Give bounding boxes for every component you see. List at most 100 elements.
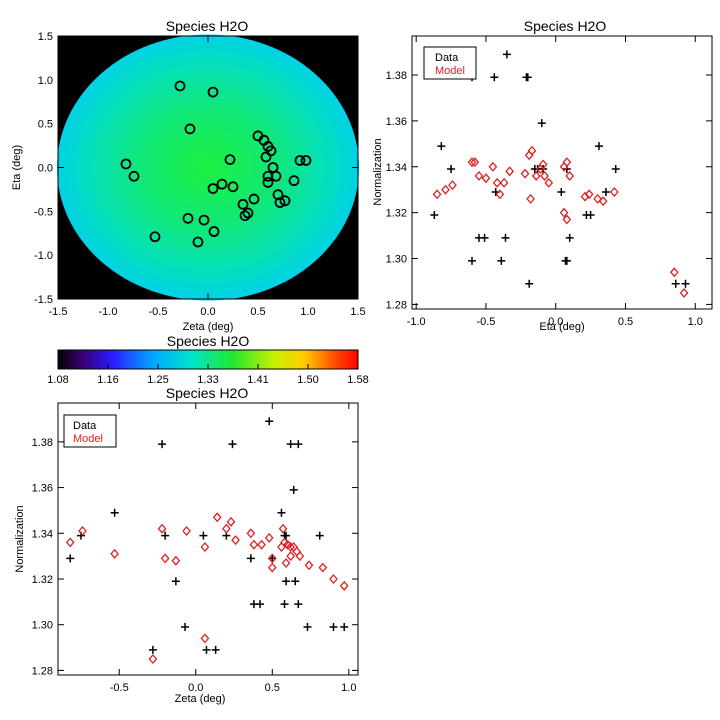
eta-frame [411,35,713,310]
zeta-model-point [157,523,167,534]
map-point [198,214,210,226]
map-point [288,175,300,187]
zeta-x-axis-label: Zeta (deg) [175,693,226,705]
eta-legend-data: Data [435,52,459,64]
eta-data-point [430,210,439,219]
eta-model-point [544,177,554,188]
eta-model-point [679,287,689,298]
eta-model-point [432,189,442,200]
zeta-title: Species H2O [166,385,249,401]
zeta-data-point [228,440,237,449]
eta-model-point [467,157,477,168]
zeta-panel: Species H2O -0.5 0.0 0.5 1.0 1.28 1.30 1.32 1.3… [14,385,359,705]
eta-data-point [501,233,510,242]
map-point [227,181,239,193]
eta-data-point [497,256,506,265]
zeta-x-tick-label: -0.5 [110,682,129,694]
zeta-data-point [161,531,170,540]
map-title: Species H2O [166,18,249,34]
zeta-model-point [304,560,314,571]
map-point [262,177,274,188]
eta-model-point [481,173,491,184]
eta-x-tick-label: 0.0 [548,316,563,328]
eta-model-point [609,187,619,197]
zeta-model-point [182,526,191,536]
map-disk [57,34,359,301]
zeta-x-tick-label: 0.0 [188,682,203,694]
map-x-tick-label: -1.5 [49,306,68,318]
eta-data-point [468,256,476,265]
zeta-y-axis-label: Normalization [14,505,26,572]
zeta-model-point [318,562,328,573]
zeta-data-point [148,645,157,654]
map-point [208,226,220,237]
zeta-model-point [231,535,240,546]
zeta-frame [57,402,359,676]
map-y-tick-label: 0.5 [38,119,53,131]
zeta-data-point [282,577,291,586]
eta-legend-box [423,46,477,80]
map-point [237,198,249,210]
eta-data-point [537,119,546,128]
eta-data-point [681,279,690,288]
zeta-data-point [303,623,312,631]
eta-data-point [490,73,499,82]
eta-model-point [559,207,569,218]
zeta-model-point [148,654,158,664]
eta-data-point [562,256,571,265]
eta-data-point [565,233,574,242]
map-y-axis-label: Eta (deg) [11,145,23,190]
map-point [207,86,219,98]
zeta-data-point [66,554,75,563]
map-point [207,183,219,194]
colorbar-tick-label: 1.33 [197,374,218,386]
eta-axes: -1.0 -0.5 0.0 0.5 1.0 1.28 1.30 1.32 1.34 1.36 1.3… [386,36,712,328]
map-point [242,207,254,219]
zeta-axes: -0.5 0.0 0.5 1.0 1.28 1.30 1.32 1.34 1.36 1.38 [32,403,358,694]
zeta-data-point [329,623,338,631]
map-point [174,80,186,92]
zeta-model-point [171,555,181,566]
eta-model-point [598,196,608,207]
eta-data-point [611,165,620,174]
zeta-data-point [340,623,349,631]
map-point [149,231,161,243]
map-x-tick-label: 1.5 [350,306,365,318]
map-y-tick-label: 1.0 [38,75,53,87]
zeta-marks [65,417,349,664]
zeta-model-point [246,528,256,539]
zeta-data-point [282,531,291,540]
map-point [300,155,312,166]
eta-model-point [441,184,450,195]
eta-model-point [540,170,549,181]
eta-data-point [601,188,610,196]
map-x-tick-label: 0.0 [200,306,215,318]
eta-title: Species H2O [524,18,607,34]
eta-model-point [526,193,535,204]
eta-x-tick-label: 0.5 [618,316,633,328]
zeta-data-point [171,577,180,586]
eta-data-point [586,210,595,219]
zeta-legend-data: Data [73,420,97,432]
zeta-data-point [256,600,265,609]
zeta-legend-box [63,414,117,448]
zeta-data-point [211,645,220,654]
zeta-model-point [329,574,338,584]
map-point [260,151,272,163]
zeta-model-point [286,542,296,552]
eta-y-tick-label: 1.32 [386,208,407,220]
zeta-y-tick-label: 1.30 [32,620,53,632]
eta-model-point [538,159,548,170]
eta-model-point [492,177,502,188]
zeta-data-point [286,440,295,449]
colorbar-tick-label: 1.58 [347,374,368,386]
colorbar: Species H2O 1.08 1.16 1.25 1.33 1.41 1.50 1.58 [47,333,368,386]
map-y-tick-label: 1.5 [38,31,53,43]
eta-model-point [505,166,515,177]
eta-data-point [447,165,456,174]
colorbar-tick-label: 1.41 [247,374,268,386]
map-point [184,123,196,135]
eta-model-point [470,157,480,168]
zeta-x-tick-label: 0.5 [265,682,280,694]
